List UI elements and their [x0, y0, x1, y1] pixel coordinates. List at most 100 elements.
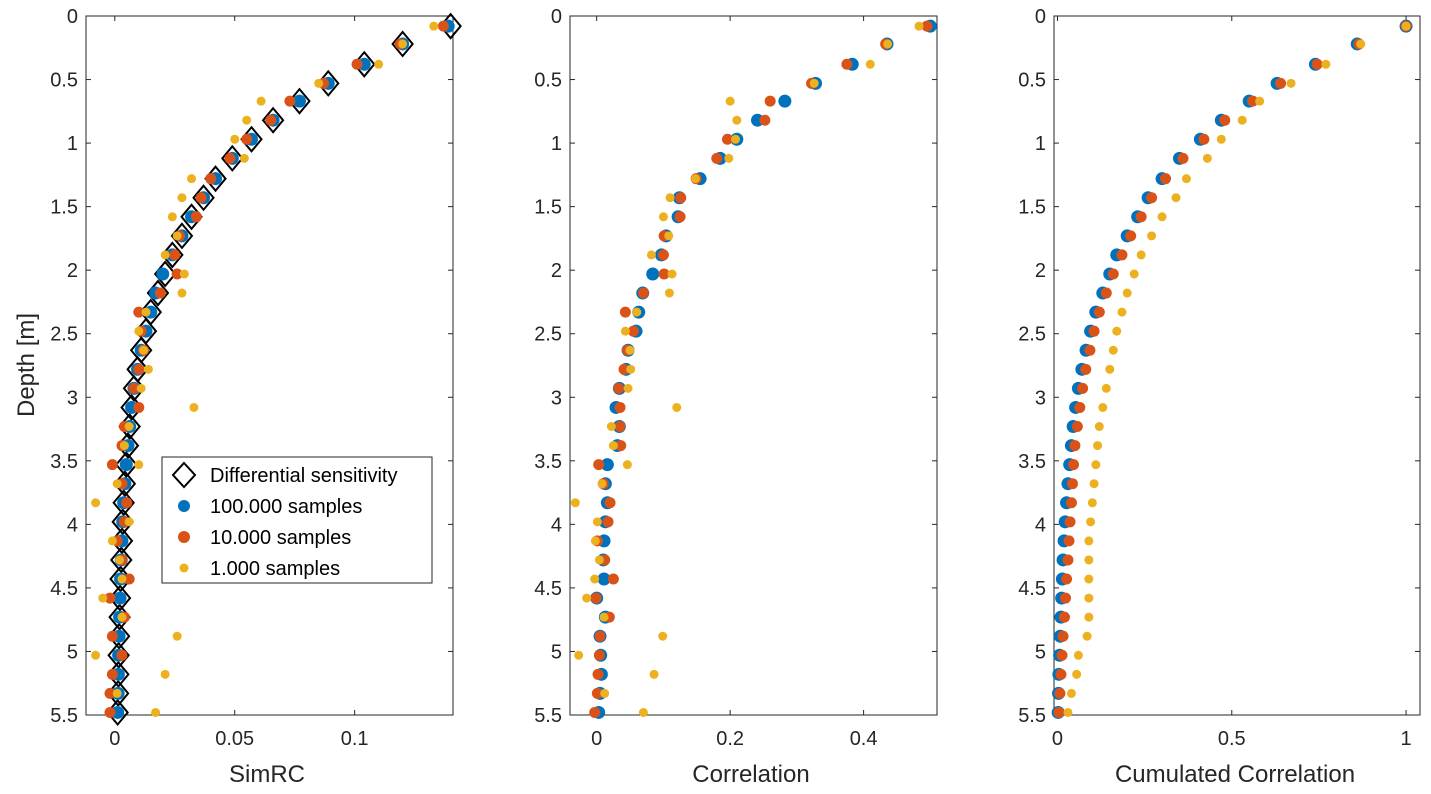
data-point-s10k	[1135, 211, 1147, 223]
y-tick-label: 2.5	[534, 324, 562, 346]
data-point-s1k	[119, 441, 129, 451]
data-point-s10k	[133, 363, 145, 375]
data-point-s1k	[1129, 269, 1139, 279]
data-point-s1k	[1094, 422, 1104, 432]
y-tick-label: 4	[1035, 514, 1046, 536]
data-point-s10k	[594, 630, 606, 642]
legend-marker-1k	[179, 563, 189, 573]
data-point-s1k	[623, 383, 633, 393]
data-point-s10k	[1061, 573, 1073, 585]
data-point-s1k	[606, 422, 616, 432]
data-point-s10k	[1074, 401, 1086, 413]
data-point-s10k	[1054, 687, 1066, 699]
data-point-s1k	[646, 250, 656, 260]
data-point-s10k	[637, 287, 649, 299]
data-point-s10k	[1219, 114, 1231, 126]
data-point-s1k	[117, 574, 127, 584]
data-point-s1k	[658, 631, 668, 641]
data-point-s10k	[618, 363, 630, 375]
x-tick-label: 0.1	[341, 728, 369, 750]
data-point-s1k	[1108, 345, 1118, 355]
data-layer	[570, 19, 937, 719]
data-point-s1k	[914, 21, 924, 31]
data-point-s1k	[664, 288, 674, 298]
y-tick-label: 3.5	[534, 451, 562, 473]
y-tick-label: 4	[551, 514, 562, 536]
series-s1k	[1063, 21, 1411, 717]
data-point-s10k	[675, 192, 687, 204]
data-point-s10k	[123, 573, 135, 585]
data-point-s1k	[1101, 383, 1111, 393]
x-axis-label: Correlation	[692, 761, 809, 788]
y-tick-label: 2.5	[50, 324, 78, 346]
data-layer	[1051, 19, 1413, 719]
data-point-s1k	[1066, 688, 1076, 698]
y-tick-label: 3	[551, 387, 562, 409]
data-point-s10k	[104, 592, 116, 604]
data-point-s10k	[1056, 649, 1068, 661]
data-point-s10k	[224, 152, 236, 164]
data-point-s1k	[664, 231, 674, 241]
y-tick-label: 2	[1035, 260, 1046, 282]
data-point-s10k	[169, 249, 181, 261]
data-point-s10k	[1077, 382, 1089, 394]
data-point-s10k	[1080, 363, 1092, 375]
data-point-s10k	[1247, 95, 1259, 107]
data-point-s10k	[604, 497, 616, 509]
data-point-s10k	[1069, 440, 1081, 452]
data-point-s1k	[107, 536, 117, 546]
legend-label-differential: Differential sensitivity	[210, 465, 397, 487]
data-point-s1k	[1216, 134, 1226, 144]
data-point-s1k	[1063, 707, 1073, 717]
data-point-s1k	[732, 115, 742, 125]
data-point-s1k	[179, 269, 189, 279]
data-point-s10k	[1088, 325, 1100, 337]
data-point-s10k	[1060, 592, 1072, 604]
x-axis-label: SimRC	[229, 761, 305, 788]
data-point-s1k	[136, 383, 146, 393]
y-tick-label: 1.5	[534, 197, 562, 219]
x-tick-label: 0	[1052, 728, 1063, 750]
data-point-s10k	[1071, 421, 1083, 433]
legend-marker-diamond	[171, 461, 197, 489]
data-point-s1k	[112, 688, 122, 698]
data-point-s10k	[590, 592, 602, 604]
data-point-s1k	[1084, 612, 1094, 622]
data-point-s1k	[590, 536, 600, 546]
data-point-s1k	[1286, 78, 1296, 88]
data-point-s10k	[591, 687, 603, 699]
data-point-s1k	[1136, 250, 1146, 260]
data-point-s1k	[151, 707, 161, 717]
data-point-s10k	[607, 573, 619, 585]
data-point-s1k	[608, 441, 618, 451]
data-point-diamond	[114, 451, 138, 479]
y-tick-label: 0.5	[1018, 70, 1046, 92]
data-point-s1k	[1091, 460, 1101, 470]
y-tick-label: 0.5	[50, 70, 78, 92]
data-point-s1k	[91, 650, 101, 660]
data-point-s10k	[657, 249, 669, 261]
data-point-s10k	[1198, 133, 1210, 145]
data-point-s10k	[1100, 287, 1112, 299]
legend-label-1k: 1.000 samples	[210, 558, 340, 580]
data-point-s1k	[98, 593, 108, 603]
x-tick-label: 0	[591, 728, 602, 750]
y-tick-label: 1.5	[50, 197, 78, 219]
y-tick-label: 4.5	[1018, 578, 1046, 600]
data-point-s10k	[1057, 630, 1069, 642]
y-tick-label: 4.5	[50, 578, 78, 600]
data-point-s10k	[241, 133, 253, 145]
data-point-s10k	[1146, 192, 1158, 204]
data-point-s10k	[1058, 611, 1070, 623]
data-point-s100k	[119, 458, 133, 472]
data-point-s100k	[113, 591, 127, 605]
data-point-s1k	[177, 288, 187, 298]
data-point-s1k	[1112, 326, 1122, 336]
data-point-s10k	[121, 497, 133, 509]
y-tick-label: 5	[67, 641, 78, 663]
x-tick-label: 0.05	[215, 728, 254, 750]
data-point-s1k	[590, 574, 600, 584]
data-point-s10k	[1160, 173, 1172, 185]
y-tick-label: 2.5	[1018, 324, 1046, 346]
data-point-s10k	[619, 306, 631, 318]
